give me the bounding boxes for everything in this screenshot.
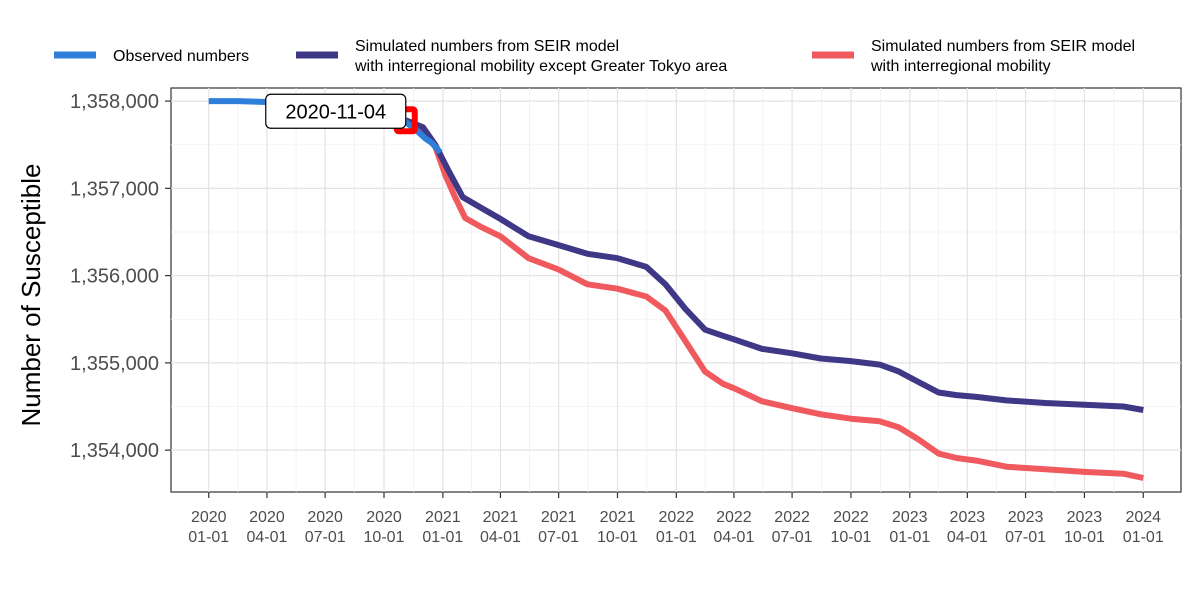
x-tick-label: 2020 — [366, 509, 402, 526]
x-tick-label: 10-01 — [364, 529, 405, 546]
x-tick-label: 2022 — [833, 509, 869, 526]
x-axis: 2020 01-01 2020 04-01 2020 07-01 2020 10-01 2021… — [188, 492, 1164, 546]
x-tick-label: 2022 — [659, 509, 695, 526]
x-tick-label: 01-01 — [422, 529, 463, 546]
x-tick-label: 04-01 — [713, 529, 754, 546]
legend-label-line: Simulated numbers from SEIR model — [355, 38, 619, 55]
legend: Observed numbers Simulated numbers from … — [54, 38, 1135, 75]
legend-label-simulated-except-tokyo: Simulated numbers from SEIR model with in… — [354, 38, 727, 75]
x-tick-label: 01-01 — [1123, 529, 1164, 546]
annotation-label-box — [265, 93, 407, 129]
y-tick-label: 1,354,000 — [70, 440, 159, 462]
legend-label-line: with interregional mobility — [870, 58, 1051, 75]
x-tick-label: 2020 — [307, 509, 343, 526]
x-tick-label: 04-01 — [480, 529, 521, 546]
x-tick-label: 07-01 — [1005, 529, 1046, 546]
x-tick-label: 2020 — [191, 509, 227, 526]
x-tick-label: 04-01 — [947, 529, 988, 546]
x-tick-label: 2021 — [483, 509, 519, 526]
x-tick-label: 01-01 — [188, 529, 229, 546]
series-line-simulated-mobility — [404, 117, 1144, 481]
x-tick-label: 2023 — [1008, 509, 1044, 526]
x-tick-label: 2023 — [892, 509, 928, 526]
legend-label-observed: Observed numbers — [113, 48, 249, 65]
series-line-simulated-except-tokyo — [404, 117, 1144, 413]
y-tick-label: 1,357,000 — [70, 178, 159, 200]
x-tick-label: 01-01 — [656, 529, 697, 546]
legend-label-line: Simulated numbers from SEIR model — [871, 38, 1135, 55]
legend-label-simulated-mobility: Simulated numbers from SEIR model with in… — [870, 38, 1135, 75]
y-tick-label: 1,356,000 — [70, 266, 159, 288]
x-tick-label: 07-01 — [305, 529, 346, 546]
x-tick-label: 2021 — [541, 509, 577, 526]
x-tick-label: 2021 — [600, 509, 636, 526]
x-tick-label: 2022 — [774, 509, 810, 526]
grid-lines — [171, 88, 1181, 492]
y-axis: 1,354,000 1,355,000 1,356,000 1,357,000 1,35… — [70, 91, 171, 462]
x-tick-label: 2022 — [716, 509, 752, 526]
legend-label-line: with interregional mobility except Great… — [354, 58, 727, 75]
x-tick-label: 07-01 — [772, 529, 813, 546]
x-tick-label: 01-01 — [889, 529, 930, 546]
y-tick-label: 1,355,000 — [70, 353, 159, 375]
y-axis-title: Number of Susceptible — [16, 163, 46, 426]
x-tick-label: 2023 — [950, 509, 986, 526]
x-tick-label: 07-01 — [538, 529, 579, 546]
x-tick-label: 2023 — [1067, 509, 1103, 526]
x-tick-label: 10-01 — [830, 529, 871, 546]
x-tick-label: 10-01 — [597, 529, 638, 546]
y-tick-label: 1,358,000 — [70, 91, 159, 113]
annotation: 2020-11-04 — [265, 93, 418, 135]
x-tick-label: 2021 — [425, 509, 461, 526]
x-tick-label: 2024 — [1125, 509, 1161, 526]
annotation-label: 2020-11-04 — [285, 101, 386, 123]
x-tick-label: 04-01 — [246, 529, 287, 546]
x-tick-label: 10-01 — [1064, 529, 1105, 546]
x-tick-label: 2020 — [249, 509, 285, 526]
